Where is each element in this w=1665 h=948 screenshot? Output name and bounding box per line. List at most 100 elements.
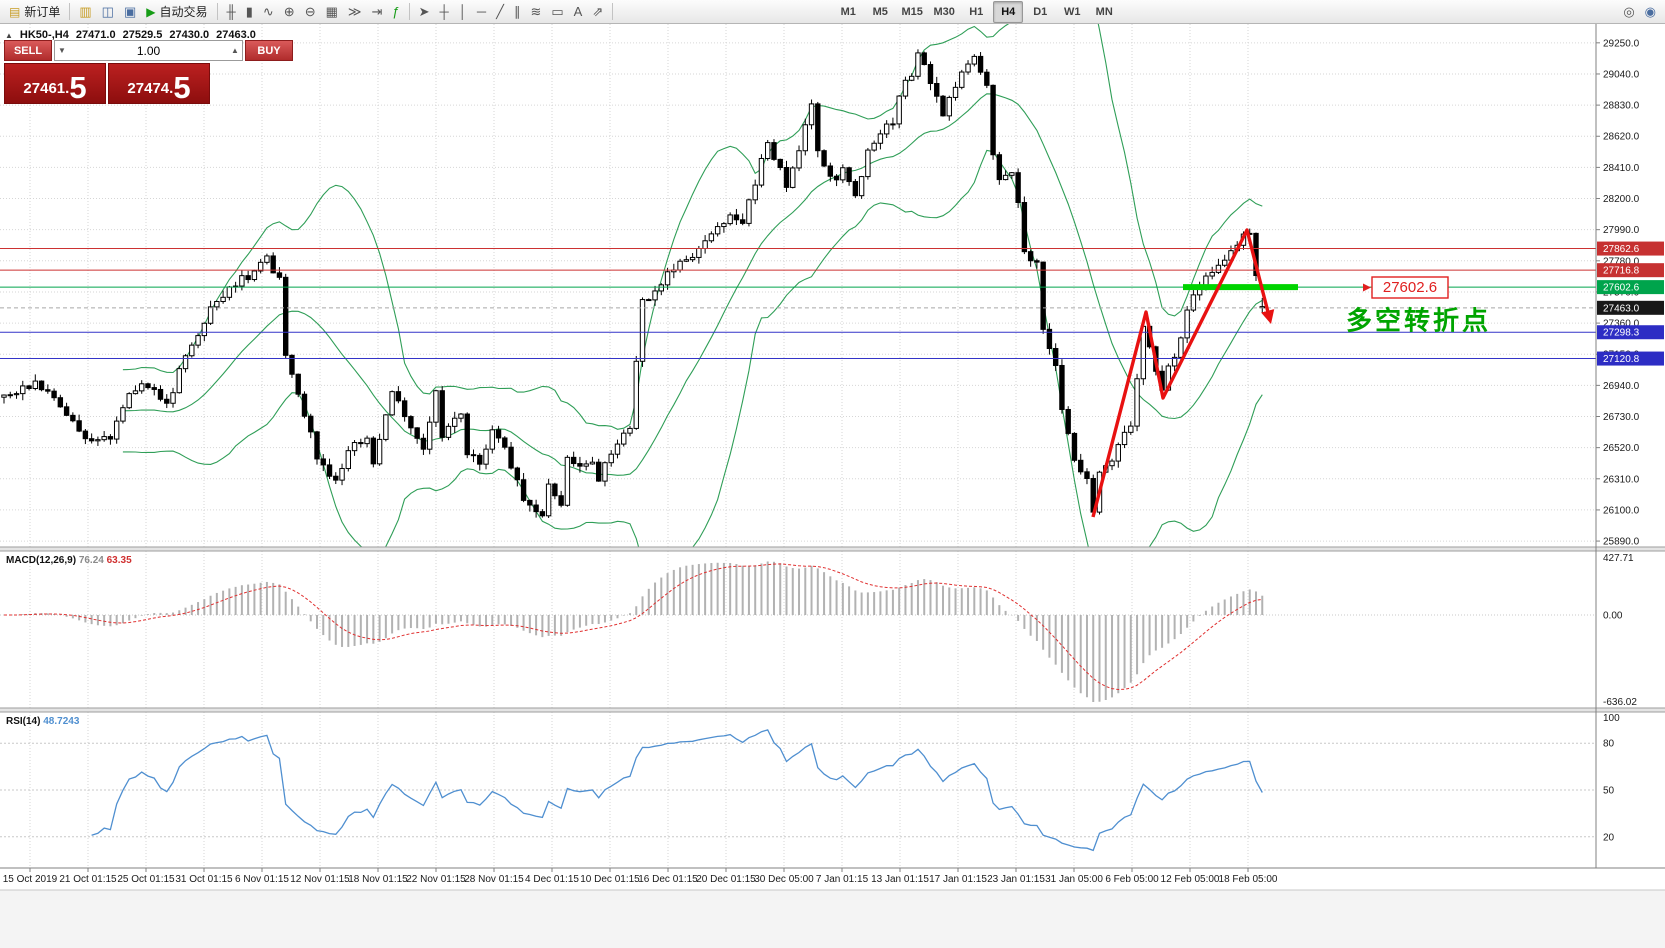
low-value: 27430.0	[169, 29, 210, 41]
cursor-icon[interactable]: ➤	[418, 3, 430, 19]
price-axis-label: 26520.0	[1603, 443, 1640, 454]
price-axis-label: 28620.0	[1603, 132, 1640, 143]
toolbar-separator	[69, 3, 71, 20]
symbol-marker-icon: ▲	[5, 30, 13, 40]
price-axis-label: 26940.0	[1603, 381, 1640, 392]
rsi-line	[91, 729, 1263, 852]
price-axis-label: 26100.0	[1603, 505, 1640, 516]
buy-button[interactable]: BUY	[245, 40, 293, 61]
toolbar-group: ╫ ▮ ∿ ⊕ ⊖ ▦ ≫ ⇥ ƒ	[222, 0, 405, 23]
timeframe-m30[interactable]: M30	[929, 1, 959, 23]
trend-arrow-drawing[interactable]	[1091, 228, 1275, 518]
bottom-strip	[0, 890, 1665, 948]
search-icon[interactable]: ◎	[1623, 3, 1635, 19]
zoom-in-icon[interactable]: ⊕	[283, 3, 295, 19]
support-line-2-tag: 27120.8	[1597, 351, 1664, 366]
candles	[1, 49, 1265, 518]
autotrade-icon: ▶	[146, 4, 156, 19]
new-order-button[interactable]: ▤ 新订单	[5, 1, 64, 23]
toolbar-group: ◎ ◉	[1618, 0, 1661, 23]
time-axis-label: 22 Nov 01:15	[406, 874, 466, 885]
new-order-button-label: 新订单	[24, 5, 61, 19]
shapes-icon[interactable]: ▭	[551, 3, 564, 19]
price-axis-label: 29250.0	[1603, 38, 1640, 49]
toolbar-group: ➤ ┼ │ ─ ╱ ∥ ≋ ▭ A ⇗	[414, 0, 609, 23]
timeframe-m1[interactable]: M1	[833, 1, 863, 23]
price-axis-label: 26310.0	[1603, 474, 1640, 485]
svg-text:27120.8: 27120.8	[1603, 354, 1640, 365]
sell-button[interactable]: SELL	[4, 40, 52, 61]
time-axis-label: 21 Oct 01:15	[59, 874, 117, 885]
vertical-line-icon[interactable]: │	[458, 4, 467, 19]
macd-title: MACD(12,26,9) 76.24 63.35	[6, 555, 132, 566]
terminal-icon[interactable]: ▣	[123, 3, 137, 19]
time-axis-label: 6 Feb 05:00	[1105, 874, 1159, 885]
horizontal-line-icon[interactable]: ─	[476, 4, 487, 19]
resistance-line-1-tag: 27862.6	[1597, 241, 1664, 256]
macd-axis-min: -636.02	[1603, 697, 1637, 708]
price-axis-label: 25890.0	[1603, 537, 1640, 548]
chart-shift-icon[interactable]: ⇥	[371, 3, 383, 19]
tile-windows-icon[interactable]: ▦	[325, 3, 338, 19]
auto-scroll-icon[interactable]: ≫	[347, 3, 362, 19]
timeframe-m15-label: M15	[901, 5, 923, 18]
timeframe-d1[interactable]: D1	[1025, 1, 1055, 23]
timeframe-m5[interactable]: M5	[865, 1, 895, 23]
arrows-icon[interactable]: ⇗	[592, 3, 604, 19]
crosshair-icon[interactable]: ┼	[439, 4, 449, 19]
pivot-line-tag: 27602.6	[1597, 280, 1664, 295]
time-axis-label: 18 Feb 05:00	[1219, 874, 1278, 885]
timeframe-mn[interactable]: MN	[1089, 1, 1119, 23]
volume-decrease-icon[interactable]: ▼	[58, 46, 66, 55]
toolbar: ▤ 新订单 ▥ ◫ ▣ ▶ 自动交易 ╫ ▮ ∿ ⊕ ⊖ ▦ ≫ ⇥ ƒ ➤ ┼ │ ─ ╱ ∥ ≋ ▭ A ⇗ M1 M5 M15 M3…	[0, 0, 1665, 24]
sell-price[interactable]: 27461. 5	[4, 63, 106, 104]
volume-increase-icon[interactable]: ▲	[231, 46, 239, 55]
zoom-out-icon[interactable]: ⊖	[304, 3, 316, 19]
fibonacci-icon[interactable]: ≋	[530, 3, 542, 19]
time-axis-label: 28 Nov 01:15	[464, 874, 524, 885]
text-icon[interactable]: A	[573, 4, 583, 19]
macd-histogram	[9, 561, 1264, 702]
time-axis-label: 6 Nov 01:15	[235, 874, 289, 885]
trendline-icon[interactable]: ╱	[496, 3, 504, 19]
support-line-1-tag: 27298.3	[1597, 325, 1664, 340]
rsi-level-label: 20	[1603, 832, 1615, 843]
turning-point-annotation[interactable]: 多空转折点	[1346, 305, 1491, 335]
time-axis-label: 20 Dec 01:15	[696, 874, 756, 885]
time-axis-label: 30 Dec 05:00	[754, 874, 814, 885]
price-axis-label: 28410.0	[1603, 163, 1640, 174]
bars-chart-icon[interactable]: ╫	[226, 4, 236, 19]
indicators-icon[interactable]: ƒ	[392, 4, 400, 19]
time-axis-label: 13 Jan 01:15	[871, 874, 929, 885]
autotrade-button[interactable]: ▶ 自动交易	[142, 1, 211, 23]
svg-text:27602.6: 27602.6	[1383, 279, 1437, 296]
highlight-bar[interactable]	[1183, 284, 1298, 291]
timeframe-d1-label: D1	[1033, 5, 1048, 18]
timeframe-h1[interactable]: H1	[961, 1, 991, 23]
price-axis-label: 27780.0	[1603, 256, 1640, 267]
data-window-icon[interactable]: ◫	[101, 3, 114, 19]
rsi-axis-top: 100	[1603, 713, 1620, 724]
timeframe-w1[interactable]: W1	[1057, 1, 1087, 23]
timeframe-m15[interactable]: M15	[897, 1, 927, 23]
buy-price[interactable]: 27474. 5	[108, 63, 210, 104]
market-watch-icon[interactable]: ▥	[79, 3, 92, 19]
chart-canvas[interactable]: 29250.0 29040.0 28830.0 28620.0 28410.0 28200…	[0, 24, 1665, 948]
community-icon[interactable]: ◉	[1644, 3, 1656, 19]
candlestick-chart-icon[interactable]: ▮	[245, 3, 253, 19]
timeframe-h4[interactable]: H4	[993, 0, 1024, 23]
toolbar-separator	[612, 3, 614, 20]
level-price-label[interactable]: 27602.6	[1363, 276, 1449, 299]
toolbar-separator	[408, 3, 410, 20]
svg-text:27298.3: 27298.3	[1603, 328, 1640, 339]
high-value: 27529.5	[122, 29, 163, 41]
volume-input[interactable]	[69, 42, 228, 59]
time-axis-label: 31 Oct 01:15	[175, 874, 233, 885]
toolbar-separator	[216, 3, 218, 20]
channel-icon[interactable]: ∥	[513, 3, 521, 19]
line-chart-icon[interactable]: ∿	[262, 3, 274, 19]
volume-stepper: ▼ ▲	[54, 40, 243, 61]
toolbar-group: ▥ ◫ ▣ ▶ 自动交易	[74, 0, 212, 23]
time-axis-label: 31 Jan 05:00	[1045, 874, 1103, 885]
ohlc-header: ▲ HK50-,H4 27471.0 27529.5 27430.0 27463…	[5, 29, 256, 41]
